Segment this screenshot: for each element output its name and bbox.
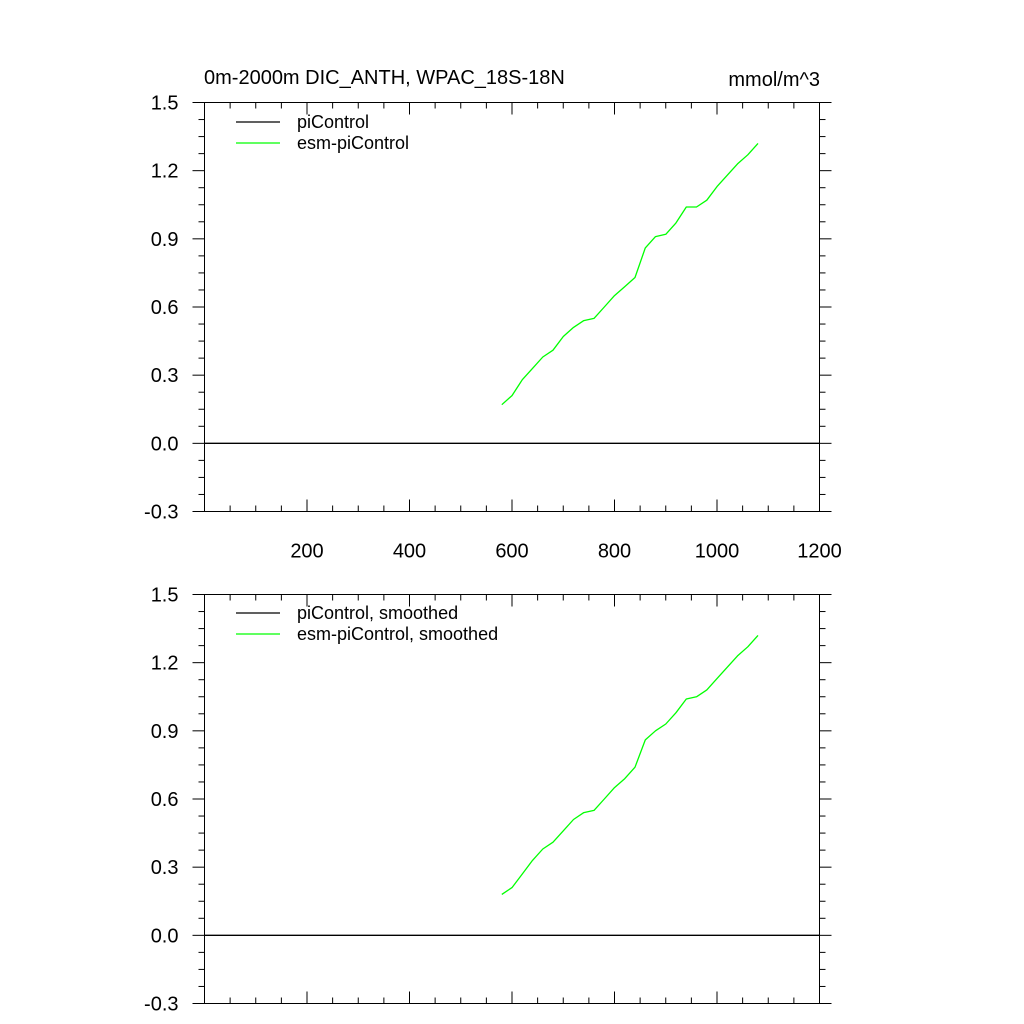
- y-tick-label: 0.3: [151, 857, 179, 879]
- legend: piControl esm-piControl: [236, 112, 409, 153]
- y-tick-label: 1.5: [151, 585, 179, 607]
- y-tick-label: 0.3: [151, 365, 179, 387]
- y-tick-label: 1.2: [151, 161, 179, 183]
- legend-label-picontrol: piControl: [297, 112, 369, 132]
- y-tick-label: -0.3: [144, 994, 178, 1016]
- series-group: [204, 634, 820, 936]
- y-tick-label: 0.6: [151, 789, 179, 811]
- x-tick-label: 800: [598, 541, 631, 563]
- y-tick-label: 0.0: [151, 433, 179, 455]
- y-tick-label: 0.0: [151, 925, 179, 947]
- plot-frame: [204, 594, 820, 1004]
- legend-label-esm-picontrol-smoothed: esm-piControl, smoothed: [297, 624, 498, 644]
- legend-label-esm-picontrol: esm-piControl: [297, 133, 409, 153]
- y-tick-label: 1.5: [151, 93, 179, 115]
- series-group: [204, 142, 820, 444]
- x-tick-label: 200: [290, 541, 323, 563]
- ticks: -0.3 0.0 0.3 0.6 0.9 1.2 1.5: [144, 585, 832, 1016]
- x-tick-label: 1000: [695, 541, 740, 563]
- series-line-esm-picontrol: [501, 142, 759, 406]
- bottom-panel: -0.3 0.0 0.3 0.6 0.9 1.2 1.5 piControl, smooth…: [144, 585, 832, 1016]
- plot-frame: [204, 102, 820, 512]
- legend: piControl, smoothed esm-piControl, smoot…: [236, 603, 498, 644]
- ticks: -0.3 0.0 0.3 0.6 0.9 1.2 1.5 200 400 600 800 1000 12…: [144, 93, 842, 563]
- y-tick-label: 0.9: [151, 721, 179, 743]
- units-label: mmol/m^3: [728, 69, 820, 91]
- y-tick-label: 0.9: [151, 229, 179, 251]
- chart-title: 0m-2000m DIC_ANTH, WPAC_18S-18N: [204, 67, 565, 89]
- legend-label-picontrol-smoothed: piControl, smoothed: [297, 603, 458, 623]
- x-tick-label: 400: [393, 541, 426, 563]
- x-tick-label: 600: [495, 541, 528, 563]
- y-tick-label: 1.2: [151, 653, 179, 675]
- series-line-esm-picontrol-smoothed: [501, 634, 759, 895]
- y-tick-label: 0.6: [151, 297, 179, 319]
- y-tick-label: -0.3: [144, 502, 178, 524]
- top-panel: 0m-2000m DIC_ANTH, WPAC_18S-18N mmol/m^3…: [144, 67, 842, 563]
- x-tick-label: 1200: [797, 541, 842, 563]
